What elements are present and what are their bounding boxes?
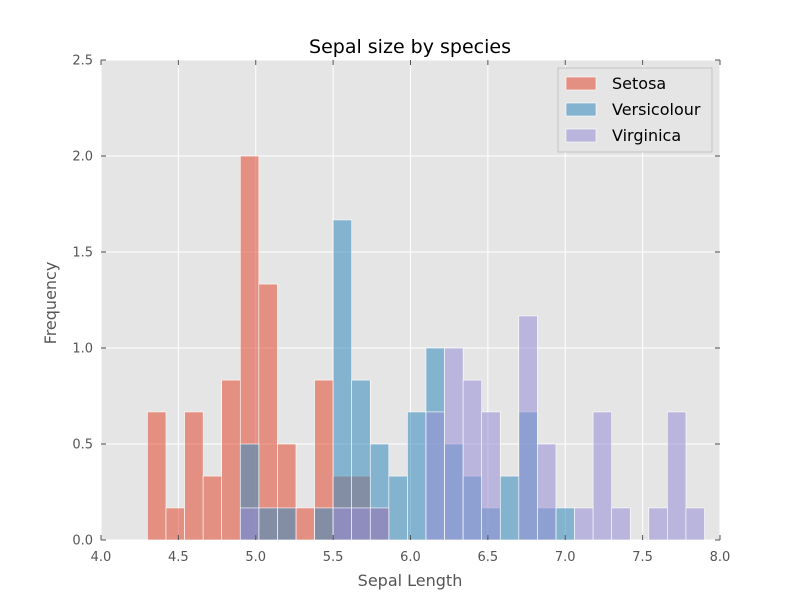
- y-tick-label: 2.0: [72, 150, 93, 165]
- x-tick-label: 4.5: [168, 550, 189, 565]
- bar: [202, 475, 223, 541]
- legend-label: Virginica: [612, 126, 681, 145]
- bar: [388, 475, 408, 541]
- bar: [369, 507, 390, 541]
- x-tick-label: 6.5: [478, 550, 499, 565]
- bars: [147, 155, 705, 541]
- chart-title: Sepal size by species: [309, 36, 511, 58]
- bar: [574, 507, 594, 541]
- y-tick-label: 2.5: [72, 54, 93, 69]
- bar: [258, 283, 278, 541]
- x-tick-label: 5.5: [323, 550, 344, 565]
- bar: [592, 411, 612, 541]
- bar: [258, 507, 278, 541]
- legend-swatch: [565, 128, 597, 143]
- bar: [332, 219, 352, 541]
- bar: [184, 411, 204, 541]
- x-tick-label: 5.0: [245, 550, 266, 565]
- bar: [518, 315, 538, 541]
- bar: [611, 507, 631, 541]
- legend-label: Setosa: [612, 74, 666, 93]
- x-tick-label: 6.0: [400, 550, 421, 565]
- bar: [537, 443, 557, 541]
- bar: [685, 507, 705, 541]
- bar: [481, 411, 501, 541]
- y-tick-label: 0.0: [72, 534, 93, 549]
- bar: [147, 411, 167, 541]
- bar: [462, 379, 482, 541]
- y-tick-label: 1.5: [72, 246, 93, 261]
- bar: [351, 507, 371, 541]
- y-axis-label: Frequency: [41, 262, 60, 345]
- x-tick-label: 8.0: [710, 550, 731, 565]
- legend: Setosa Versicolour Virginica: [557, 67, 713, 153]
- y-tick-label: 1.0: [72, 342, 93, 357]
- bar: [425, 411, 445, 541]
- bar: [314, 507, 334, 541]
- bar: [277, 507, 297, 541]
- bar: [332, 507, 352, 541]
- x-tick-label: 7.5: [632, 550, 653, 565]
- x-axis-label: Sepal Length: [358, 571, 463, 590]
- bar: [165, 507, 185, 541]
- bar: [221, 379, 241, 541]
- legend-swatch: [565, 102, 597, 117]
- axis-ticks: 4.0 4.5 5.0 5.5 6.0 6.5 7.0 7.5 8.0 0.0 0.5 1.0 1.5 2…: [72, 54, 730, 566]
- series-virginica: [239, 315, 705, 541]
- x-tick-label: 4.0: [91, 550, 112, 565]
- bar: [648, 507, 668, 541]
- bar: [407, 411, 427, 541]
- bar: [239, 507, 260, 541]
- y-tick-label: 0.5: [72, 438, 93, 453]
- legend-label: Versicolour: [612, 100, 701, 119]
- bar: [667, 411, 687, 541]
- bar: [499, 475, 520, 541]
- x-tick-label: 7.0: [555, 550, 576, 565]
- legend-swatch: [565, 76, 597, 91]
- bar: [295, 507, 315, 541]
- bar: [444, 347, 464, 541]
